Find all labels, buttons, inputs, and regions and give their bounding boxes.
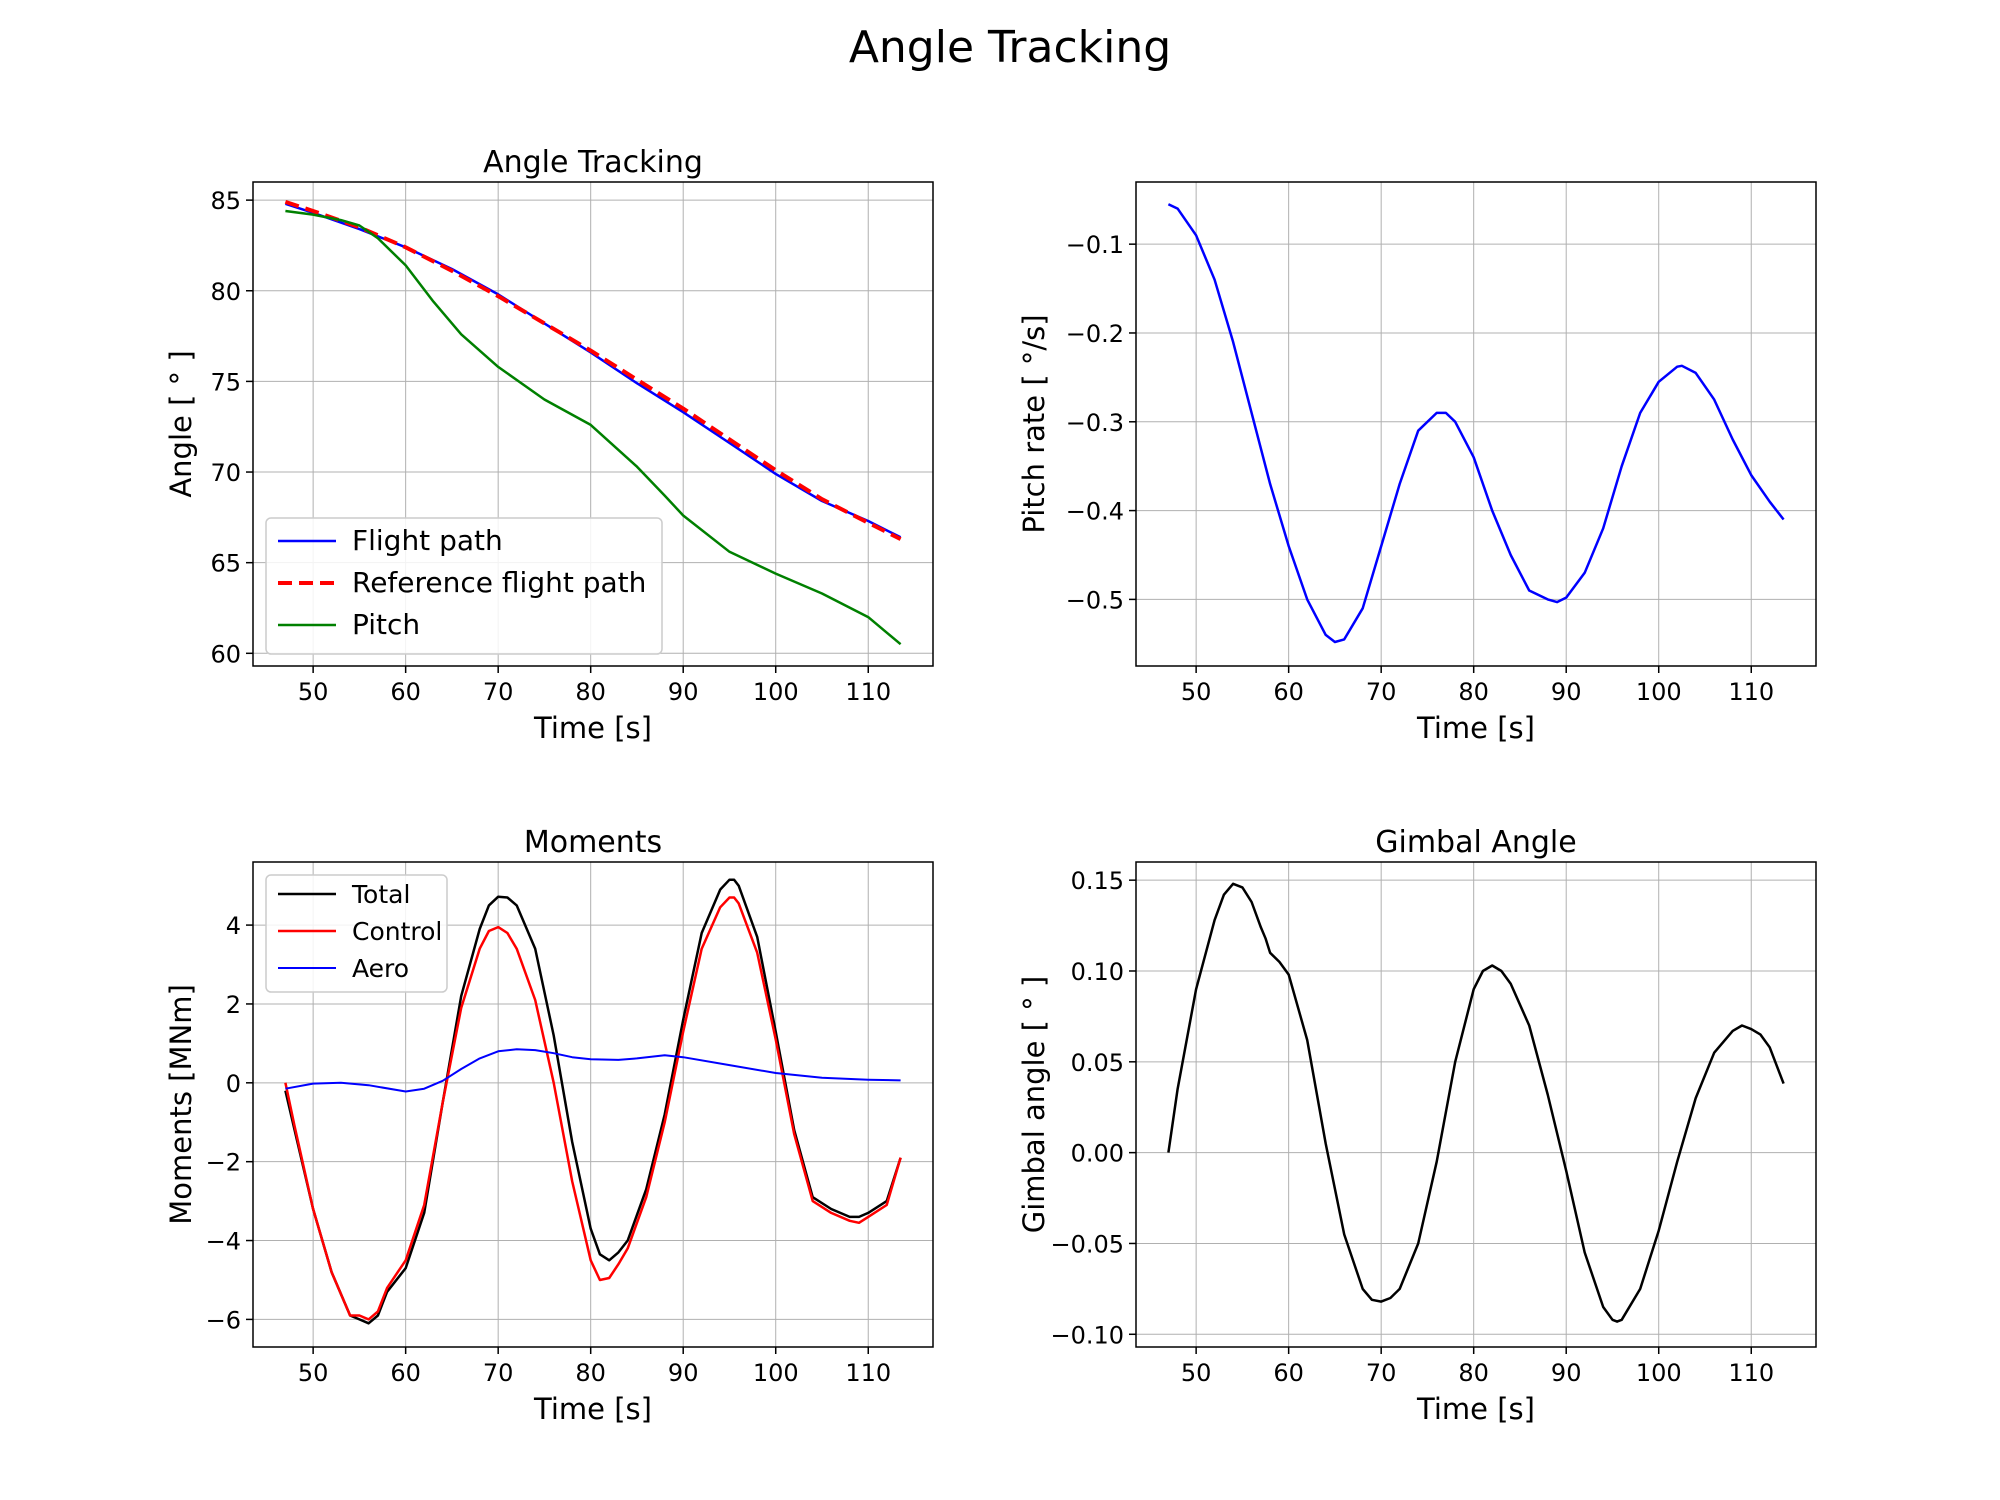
x-tick-label: 90 bbox=[1551, 678, 1582, 706]
legend-box bbox=[265, 517, 663, 655]
y-axis-label: Moments [MNm] bbox=[164, 984, 198, 1225]
x-tick-label: 110 bbox=[845, 1359, 891, 1387]
y-tick-label: 80 bbox=[210, 278, 241, 306]
axes-frame bbox=[1135, 181, 1817, 667]
legend-label: Aero bbox=[352, 954, 409, 983]
subplot-2: 50 60 70 80 90 100 110 −0.5 −0.4 −0.3 −0.2 −0.1 Time… bbox=[1017, 181, 1817, 745]
y-tick-label: −0.3 bbox=[1066, 409, 1124, 437]
legend-label: Control bbox=[352, 917, 442, 946]
series-line-control bbox=[284, 896, 902, 1321]
x-tick-label: 50 bbox=[298, 1359, 329, 1387]
axes-frame bbox=[1135, 861, 1817, 1348]
series-line-1 bbox=[1167, 203, 1785, 644]
subplot-3: 50 60 70 80 90 100 110 −6 −4 −2 0 2 4 Moments Time [s]… bbox=[164, 825, 934, 1426]
x-tick-label: 60 bbox=[1273, 678, 1304, 706]
subplot-title: Moments bbox=[524, 825, 662, 860]
x-tick-label: 70 bbox=[483, 1359, 514, 1387]
x-axis-label: Time [s] bbox=[533, 1392, 652, 1426]
y-tick-label: −0.5 bbox=[1066, 586, 1124, 614]
legend-label: Flight path bbox=[352, 524, 503, 557]
x-tick-label: 90 bbox=[1551, 1359, 1582, 1387]
x-tick-label: 100 bbox=[1636, 1359, 1682, 1387]
legend: Flight path Reference flight path Pitch bbox=[265, 517, 663, 655]
y-tick-label: −2 bbox=[206, 1149, 241, 1177]
y-axis-label: Angle [ ° ] bbox=[164, 350, 198, 497]
subplot-title: Angle Tracking bbox=[483, 145, 703, 180]
y-tick-label: 65 bbox=[210, 550, 241, 578]
series-line-1 bbox=[1167, 882, 1785, 1323]
x-tick-label: 60 bbox=[1273, 1359, 1304, 1387]
x-tick-label: 70 bbox=[483, 678, 514, 706]
y-tick-label: 60 bbox=[210, 640, 241, 668]
y-axis-label: Pitch rate [ °/s] bbox=[1017, 314, 1051, 533]
series-line-reference-flight-path bbox=[284, 199, 902, 541]
subplot-4: 50 60 70 80 90 100 110 −0.10 −0.05 0.00 0.05 0.10 0.… bbox=[1017, 825, 1817, 1426]
y-tick-label: 70 bbox=[210, 459, 241, 487]
y-axis-label: Gimbal angle [ ° ] bbox=[1017, 976, 1051, 1233]
y-tick-label: 0.05 bbox=[1071, 1049, 1124, 1077]
legend-label: Total bbox=[351, 880, 410, 909]
y-tick-label: −0.10 bbox=[1050, 1321, 1124, 1349]
y-tick-label: 0.15 bbox=[1071, 867, 1124, 895]
x-axis-label: Time [s] bbox=[533, 711, 652, 745]
x-tick-label: 70 bbox=[1366, 678, 1397, 706]
series-line-pitch bbox=[285, 209, 902, 646]
x-tick-label: 70 bbox=[1366, 1359, 1397, 1387]
y-tick-label: 0 bbox=[226, 1070, 241, 1098]
y-tick-label: 4 bbox=[226, 912, 241, 940]
y-tick-label: −0.05 bbox=[1050, 1230, 1124, 1258]
x-tick-label: 60 bbox=[390, 678, 421, 706]
x-tick-label: 60 bbox=[390, 1359, 421, 1387]
axes-frame bbox=[252, 861, 934, 1348]
x-tick-label: 90 bbox=[668, 678, 699, 706]
y-tick-label: −0.1 bbox=[1066, 231, 1124, 259]
legend-label: Pitch bbox=[352, 608, 420, 641]
legend: Total Control Aero bbox=[265, 874, 448, 993]
x-tick-label: 100 bbox=[753, 678, 799, 706]
y-tick-label: 85 bbox=[210, 187, 241, 215]
subplots: 50 60 70 80 90 100 110 60 65 70 75 80 85 Angle Tracki… bbox=[164, 145, 1817, 1426]
axes-frame bbox=[252, 181, 934, 667]
y-tick-label: −6 bbox=[206, 1306, 241, 1334]
x-tick-label: 110 bbox=[845, 678, 891, 706]
y-tick-label: 0.10 bbox=[1071, 958, 1124, 986]
x-tick-label: 100 bbox=[1636, 678, 1682, 706]
y-tick-label: 0.00 bbox=[1071, 1140, 1124, 1168]
x-tick-label: 50 bbox=[1181, 1359, 1212, 1387]
x-tick-label: 80 bbox=[575, 678, 606, 706]
x-tick-label: 80 bbox=[1458, 1359, 1489, 1387]
x-tick-label: 100 bbox=[753, 1359, 799, 1387]
y-tick-label: 75 bbox=[210, 368, 241, 396]
x-tick-label: 90 bbox=[668, 1359, 699, 1387]
x-tick-label: 80 bbox=[1458, 678, 1489, 706]
x-tick-label: 80 bbox=[575, 1359, 606, 1387]
subplot-title: Gimbal Angle bbox=[1375, 825, 1576, 860]
y-tick-label: 2 bbox=[226, 991, 241, 1019]
x-tick-label: 50 bbox=[298, 678, 329, 706]
series-line-aero bbox=[285, 1048, 901, 1093]
legend-label: Reference flight path bbox=[352, 566, 646, 599]
y-tick-label: −0.2 bbox=[1066, 320, 1124, 348]
figure-suptitle: Angle Tracking bbox=[849, 22, 1171, 73]
x-axis-label: Time [s] bbox=[1416, 1392, 1535, 1426]
x-tick-label: 110 bbox=[1728, 1359, 1774, 1387]
subplot-1: 50 60 70 80 90 100 110 60 65 70 75 80 85 Angle Tracki… bbox=[164, 145, 934, 745]
x-tick-label: 50 bbox=[1181, 678, 1212, 706]
x-axis-label: Time [s] bbox=[1416, 711, 1535, 745]
y-tick-label: −0.4 bbox=[1066, 498, 1124, 526]
x-tick-label: 110 bbox=[1728, 678, 1774, 706]
legend-box bbox=[265, 874, 448, 993]
y-tick-label: −4 bbox=[206, 1228, 241, 1256]
